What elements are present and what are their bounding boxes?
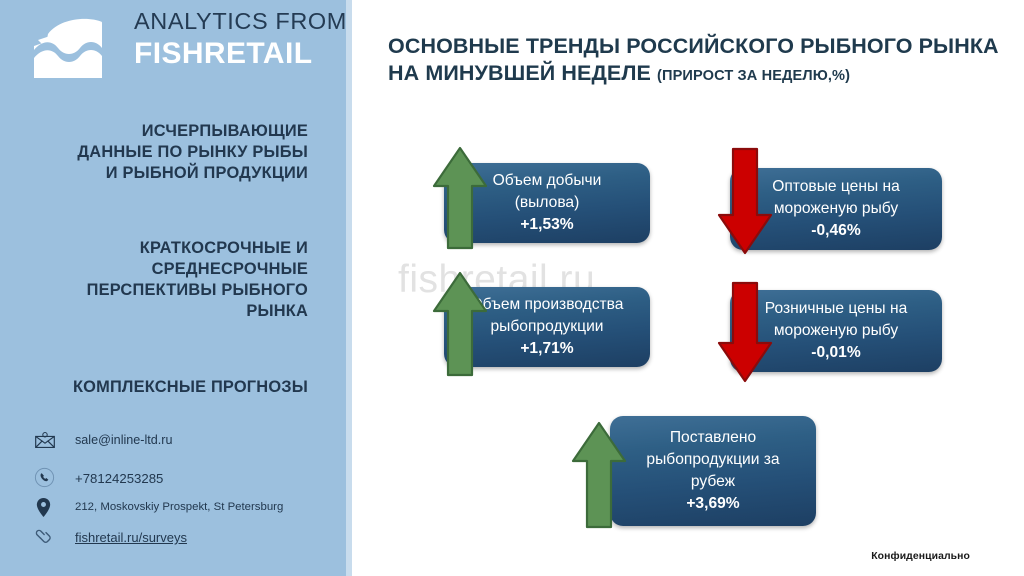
page-title-text: ОСНОВНЫЕ ТРЕНДЫ РОССИЙСКОГО РЫБНОГО РЫНК… [388,34,999,85]
card-line: мороженую рыбу [773,322,899,339]
contact-address-text: 212, Moskovskiy Prospekt, St Petersburg [75,501,284,513]
brand-logo: ANALYTICS FROM FISHRETAIL [26,6,346,86]
card-line: Оптовые цены на [772,178,900,195]
phone-icon [34,467,60,491]
sidebar-feature-line: КРАТКОСРОЧНЫЕ И [139,239,308,257]
card-export-supply-box: Поставлено рыбопродукции за рубеж +3,69% [610,416,816,526]
card-line: Розничные цены на [764,300,908,317]
card-wholesale-prices-box: Оптовые цены на мороженую рыбу -0,46% [730,168,942,250]
main-content: ОСНОВНЫЕ ТРЕНДЫ РОССИЙСКОГО РЫБНОГО РЫНК… [352,0,1024,576]
card-line: рубеж [690,473,736,490]
card-value: +1,71% [520,340,574,357]
sidebar-feature-block-3: КОМПЛЕКСНЫЕ ПРОГНОЗЫ [22,377,308,398]
contact-list: sale@inline-ltd.ru +78124253285 212, Mos… [34,432,334,560]
card-line: Объем производства [470,296,624,313]
envelope-icon [34,432,60,456]
contact-phone-text: +78124253285 [75,471,164,486]
card-line: Поставлено [669,429,757,446]
arrow-up-icon [431,270,489,383]
card-value: +3,69% [686,495,740,512]
confidential-label: Конфиденциально [871,551,970,562]
card-value: +1,53% [520,216,574,233]
card-line: мороженую рыбу [773,200,899,217]
contact-email[interactable]: sale@inline-ltd.ru [34,432,334,464]
sidebar-feature-block-1: ИСЧЕРПЫВАЮЩИЕ ДАННЫЕ ПО РЫНКУ РЫБЫ И РЫБ… [22,121,308,184]
card-line: (вылова) [514,194,580,211]
arrow-up-icon [431,145,489,256]
sidebar-feature-line: ПЕРСПЕКТИВЫ РЫБНОГО [86,281,308,299]
contact-address[interactable]: 212, Moskovskiy Prospekt, St Petersburg [34,496,334,528]
map-pin-icon [34,497,60,521]
card-catch-volume-box: Объем добычи (вылова) +1,53% [444,163,650,243]
sidebar: ANALYTICS FROM FISHRETAIL ИСЧЕРПЫВАЮЩИЕ … [0,0,352,576]
contact-website[interactable]: fishretail.ru/surveys [34,528,334,560]
arrow-down-icon [716,280,774,389]
contact-phone[interactable]: +78124253285 [34,464,334,496]
card-retail-prices-box: Розничные цены на мороженую рыбу -0,01% [730,290,942,372]
card-line: Объем добычи [492,172,602,189]
link-icon [34,528,60,552]
card-line: рыбопродукции [490,318,604,335]
sidebar-feature-line: КОМПЛЕКСНЫЕ ПРОГНОЗЫ [72,378,308,396]
brand-logo-text: ANALYTICS FROM FISHRETAIL [134,6,354,72]
page-title: ОСНОВНЫЕ ТРЕНДЫ РОССИЙСКОГО РЫБНОГО РЫНК… [388,33,1008,90]
sidebar-feature-block-2: КРАТКОСРОЧНЫЕ И СРЕДНЕСРОЧНЫЕ ПЕРСПЕКТИВ… [22,238,308,322]
arrow-down-icon [716,146,774,261]
contact-email-text: sale@inline-ltd.ru [75,433,173,447]
page-title-subtitle: (ПРИРОСТ ЗА НЕДЕЛЮ,%) [657,68,851,84]
sidebar-feature-line: И РЫБНОЙ ПРОДУКЦИИ [105,164,308,182]
card-line: рыбопродукции за [646,451,780,468]
sidebar-feature-line: РЫНКА [246,302,308,320]
card-value: -0,01% [811,344,861,361]
fish-wave-logo-icon [26,10,122,82]
sidebar-feature-line: СРЕДНЕСРОЧНЫЕ [151,260,308,278]
brand-logo-line1: ANALYTICS FROM [134,8,347,34]
sidebar-edge-strip [346,0,352,576]
brand-logo-line2: FISHRETAIL [134,37,313,70]
card-value: -0,46% [811,222,861,239]
sidebar-feature-line: ИСЧЕРПЫВАЮЩИЕ [141,122,308,140]
sidebar-feature-line: ДАННЫЕ ПО РЫНКУ РЫБЫ [77,143,308,161]
arrow-up-icon [570,420,628,535]
contact-website-text[interactable]: fishretail.ru/surveys [75,530,187,545]
